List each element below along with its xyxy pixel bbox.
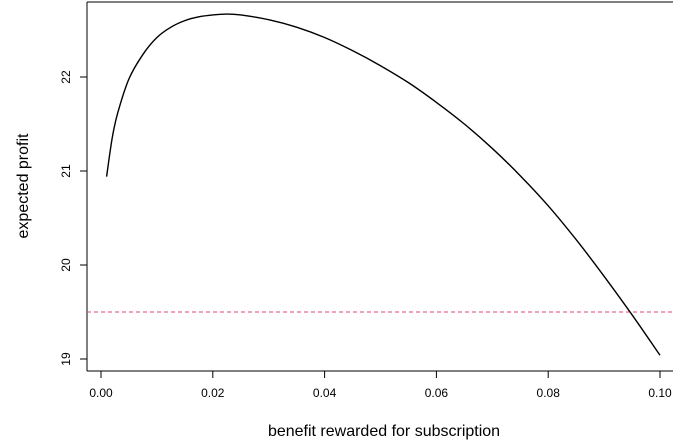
- x-axis-title: benefit rewarded for subscription: [268, 423, 500, 440]
- x-tick-label-4: 0.08: [537, 386, 561, 400]
- x-tick-label-2: 0.04: [313, 386, 337, 400]
- x-tick-label-0: 0.00: [89, 386, 113, 400]
- y-tick-label-1: 20: [59, 258, 73, 272]
- y-axis: 19 20 21 22: [59, 70, 87, 366]
- x-axis: 0.00 0.02 0.04 0.06 0.08 0.10: [89, 371, 672, 400]
- series-layer: [105, 13, 661, 356]
- y-tick-label-0: 19: [59, 352, 73, 366]
- y-tick-label-3: 22: [59, 70, 73, 84]
- y-axis-title: expected profit: [15, 133, 32, 239]
- y-tick-label-2: 21: [59, 164, 73, 178]
- plot-box: [86, 1, 673, 372]
- x-tick-label-3: 0.06: [425, 386, 449, 400]
- series-line-0: [105, 13, 661, 356]
- x-tick-label-1: 0.02: [201, 386, 225, 400]
- x-tick-label-5: 0.10: [648, 386, 672, 400]
